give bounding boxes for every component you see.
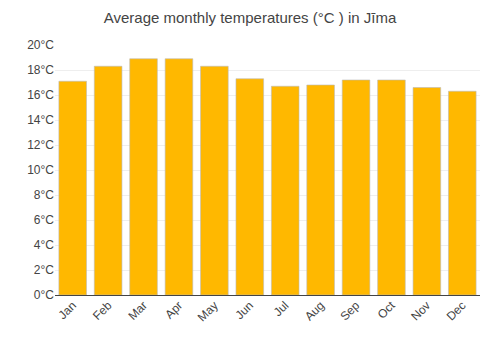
svg-text:Jul: Jul (271, 298, 292, 319)
svg-text:6°C: 6°C (34, 213, 54, 227)
svg-text:16°C: 16°C (27, 88, 54, 102)
svg-text:Average monthly temperatures (: Average monthly temperatures (°C ) in Jī… (104, 9, 397, 26)
svg-text:Dec: Dec (444, 298, 469, 323)
svg-text:Feb: Feb (90, 298, 115, 323)
svg-text:Aug: Aug (302, 298, 327, 323)
svg-text:Mar: Mar (125, 298, 150, 323)
svg-text:Jan: Jan (55, 298, 79, 322)
svg-text:12°C: 12°C (27, 138, 54, 152)
svg-text:4°C: 4°C (34, 238, 54, 252)
svg-text:14°C: 14°C (27, 113, 54, 127)
svg-text:0°C: 0°C (34, 288, 54, 302)
svg-text:Nov: Nov (408, 298, 433, 323)
svg-text:20°C: 20°C (27, 38, 54, 52)
svg-text:8°C: 8°C (34, 188, 54, 202)
svg-text:Apr: Apr (162, 298, 185, 321)
svg-text:18°C: 18°C (27, 63, 54, 77)
svg-text:May: May (195, 298, 221, 324)
svg-text:10°C: 10°C (27, 163, 54, 177)
svg-text:Oct: Oct (375, 298, 399, 322)
svg-text:Jun: Jun (233, 298, 257, 322)
svg-text:Sep: Sep (337, 298, 362, 323)
svg-text:2°C: 2°C (34, 263, 54, 277)
